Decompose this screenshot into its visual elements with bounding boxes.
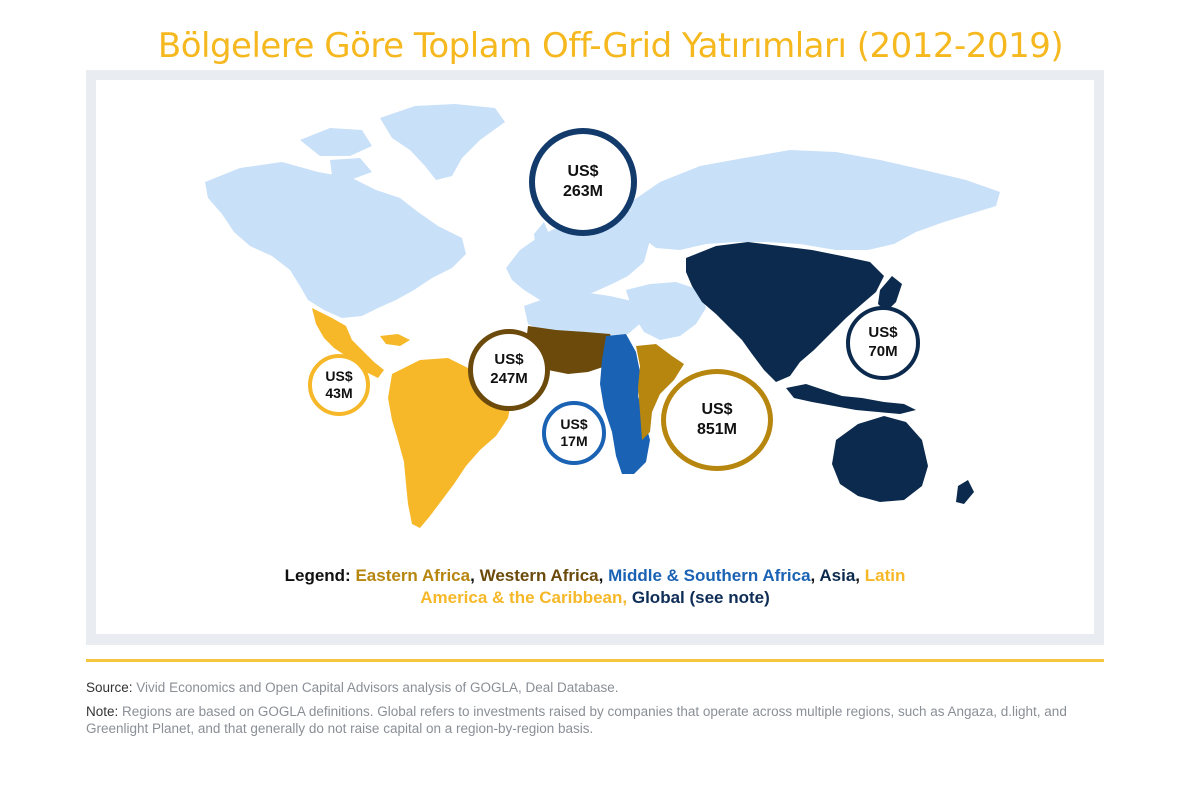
arctic-islands-shape [300, 128, 372, 180]
bubble-global: US$ 263M [529, 128, 637, 236]
bubble-western-africa: US$ 247M [468, 329, 550, 411]
legend-sep-2: , [598, 566, 604, 585]
middle-east-shape [626, 282, 706, 340]
asia-shape [686, 242, 884, 382]
bubble-asia-currency: US$ [868, 324, 898, 342]
note-body: Regions are based on GOGLA definitions. … [86, 704, 1067, 736]
bubble-western-africa-amount: 247M [490, 370, 528, 387]
bubble-middle-southern-africa-currency: US$ [560, 415, 588, 432]
bubble-eastern-africa: US$ 851M [661, 369, 773, 471]
middle-southern-africa-shape [600, 334, 650, 474]
legend-global: Global (see note) [631, 588, 770, 607]
note-label: Note: [86, 704, 119, 719]
uk-shape [534, 222, 550, 250]
legend-asia: Asia [819, 566, 856, 585]
eastern-africa-shape [636, 344, 684, 440]
bubble-global-amount: 263M [562, 183, 604, 200]
bubble-eastern-africa-amount: 851M [696, 421, 738, 438]
legend-middle-southern-africa: Middle & Southern Africa [608, 566, 811, 585]
legend-sep-3: , [810, 566, 816, 585]
europe-shape [506, 206, 650, 306]
legend-line-2: America & the Caribbean, Global (see not… [96, 587, 1094, 609]
north-africa-shape [524, 292, 642, 336]
bubble-western-africa-currency: US$ [494, 351, 524, 369]
note-text: Note: Regions are based on GOGLA definit… [86, 703, 1106, 737]
bubble-asia-amount: 70M [868, 343, 898, 360]
map-legend: Legend: Eastern Africa, Western Africa, … [96, 565, 1094, 609]
legend-prefix: Legend: [284, 566, 351, 585]
source-text: Source: Vivid Economics and Open Capital… [86, 679, 1106, 696]
greenland-shape [380, 104, 505, 180]
legend-line-1: Legend: Eastern Africa, Western Africa, … [96, 565, 1094, 587]
legend-eastern-africa: Eastern Africa [355, 566, 471, 585]
legend-sep-1: , [470, 566, 475, 585]
bubble-latin-america: US$ 43M [308, 354, 370, 416]
legend-latin-1: Latin [864, 566, 906, 585]
bubble-global-currency: US$ [567, 163, 599, 180]
australia-shape [832, 416, 928, 502]
caribbean-shape [380, 334, 410, 346]
bubble-latin-america-amount: 43M [325, 385, 353, 401]
legend-western-africa: Western Africa [479, 566, 599, 585]
north-america-shape [205, 162, 466, 318]
bubble-asia: US$ 70M [846, 306, 920, 380]
bubble-latin-america-currency: US$ [325, 367, 353, 384]
bubble-middle-southern-africa-amount: 17M [560, 433, 588, 449]
new-zealand-shape [956, 480, 974, 504]
bubble-middle-southern-africa: US$ 17M [542, 401, 606, 465]
north-asia-shape [628, 150, 1000, 250]
source-label: Source: [86, 680, 133, 695]
se-asia-islands-shape [786, 384, 916, 414]
divider-rule [86, 659, 1104, 662]
legend-latin-2: America & the Caribbean, [420, 588, 628, 607]
bubble-eastern-africa-currency: US$ [701, 401, 733, 418]
world-map [205, 104, 1000, 528]
japan-shape [878, 276, 902, 312]
latin-america-central-shape [312, 308, 384, 378]
source-body: Vivid Economics and Open Capital Advisor… [136, 680, 619, 695]
legend-sep-4: , [855, 566, 861, 585]
map-title: Bölgelere Göre Toplam Off-Grid Yatırımla… [157, 26, 1064, 66]
